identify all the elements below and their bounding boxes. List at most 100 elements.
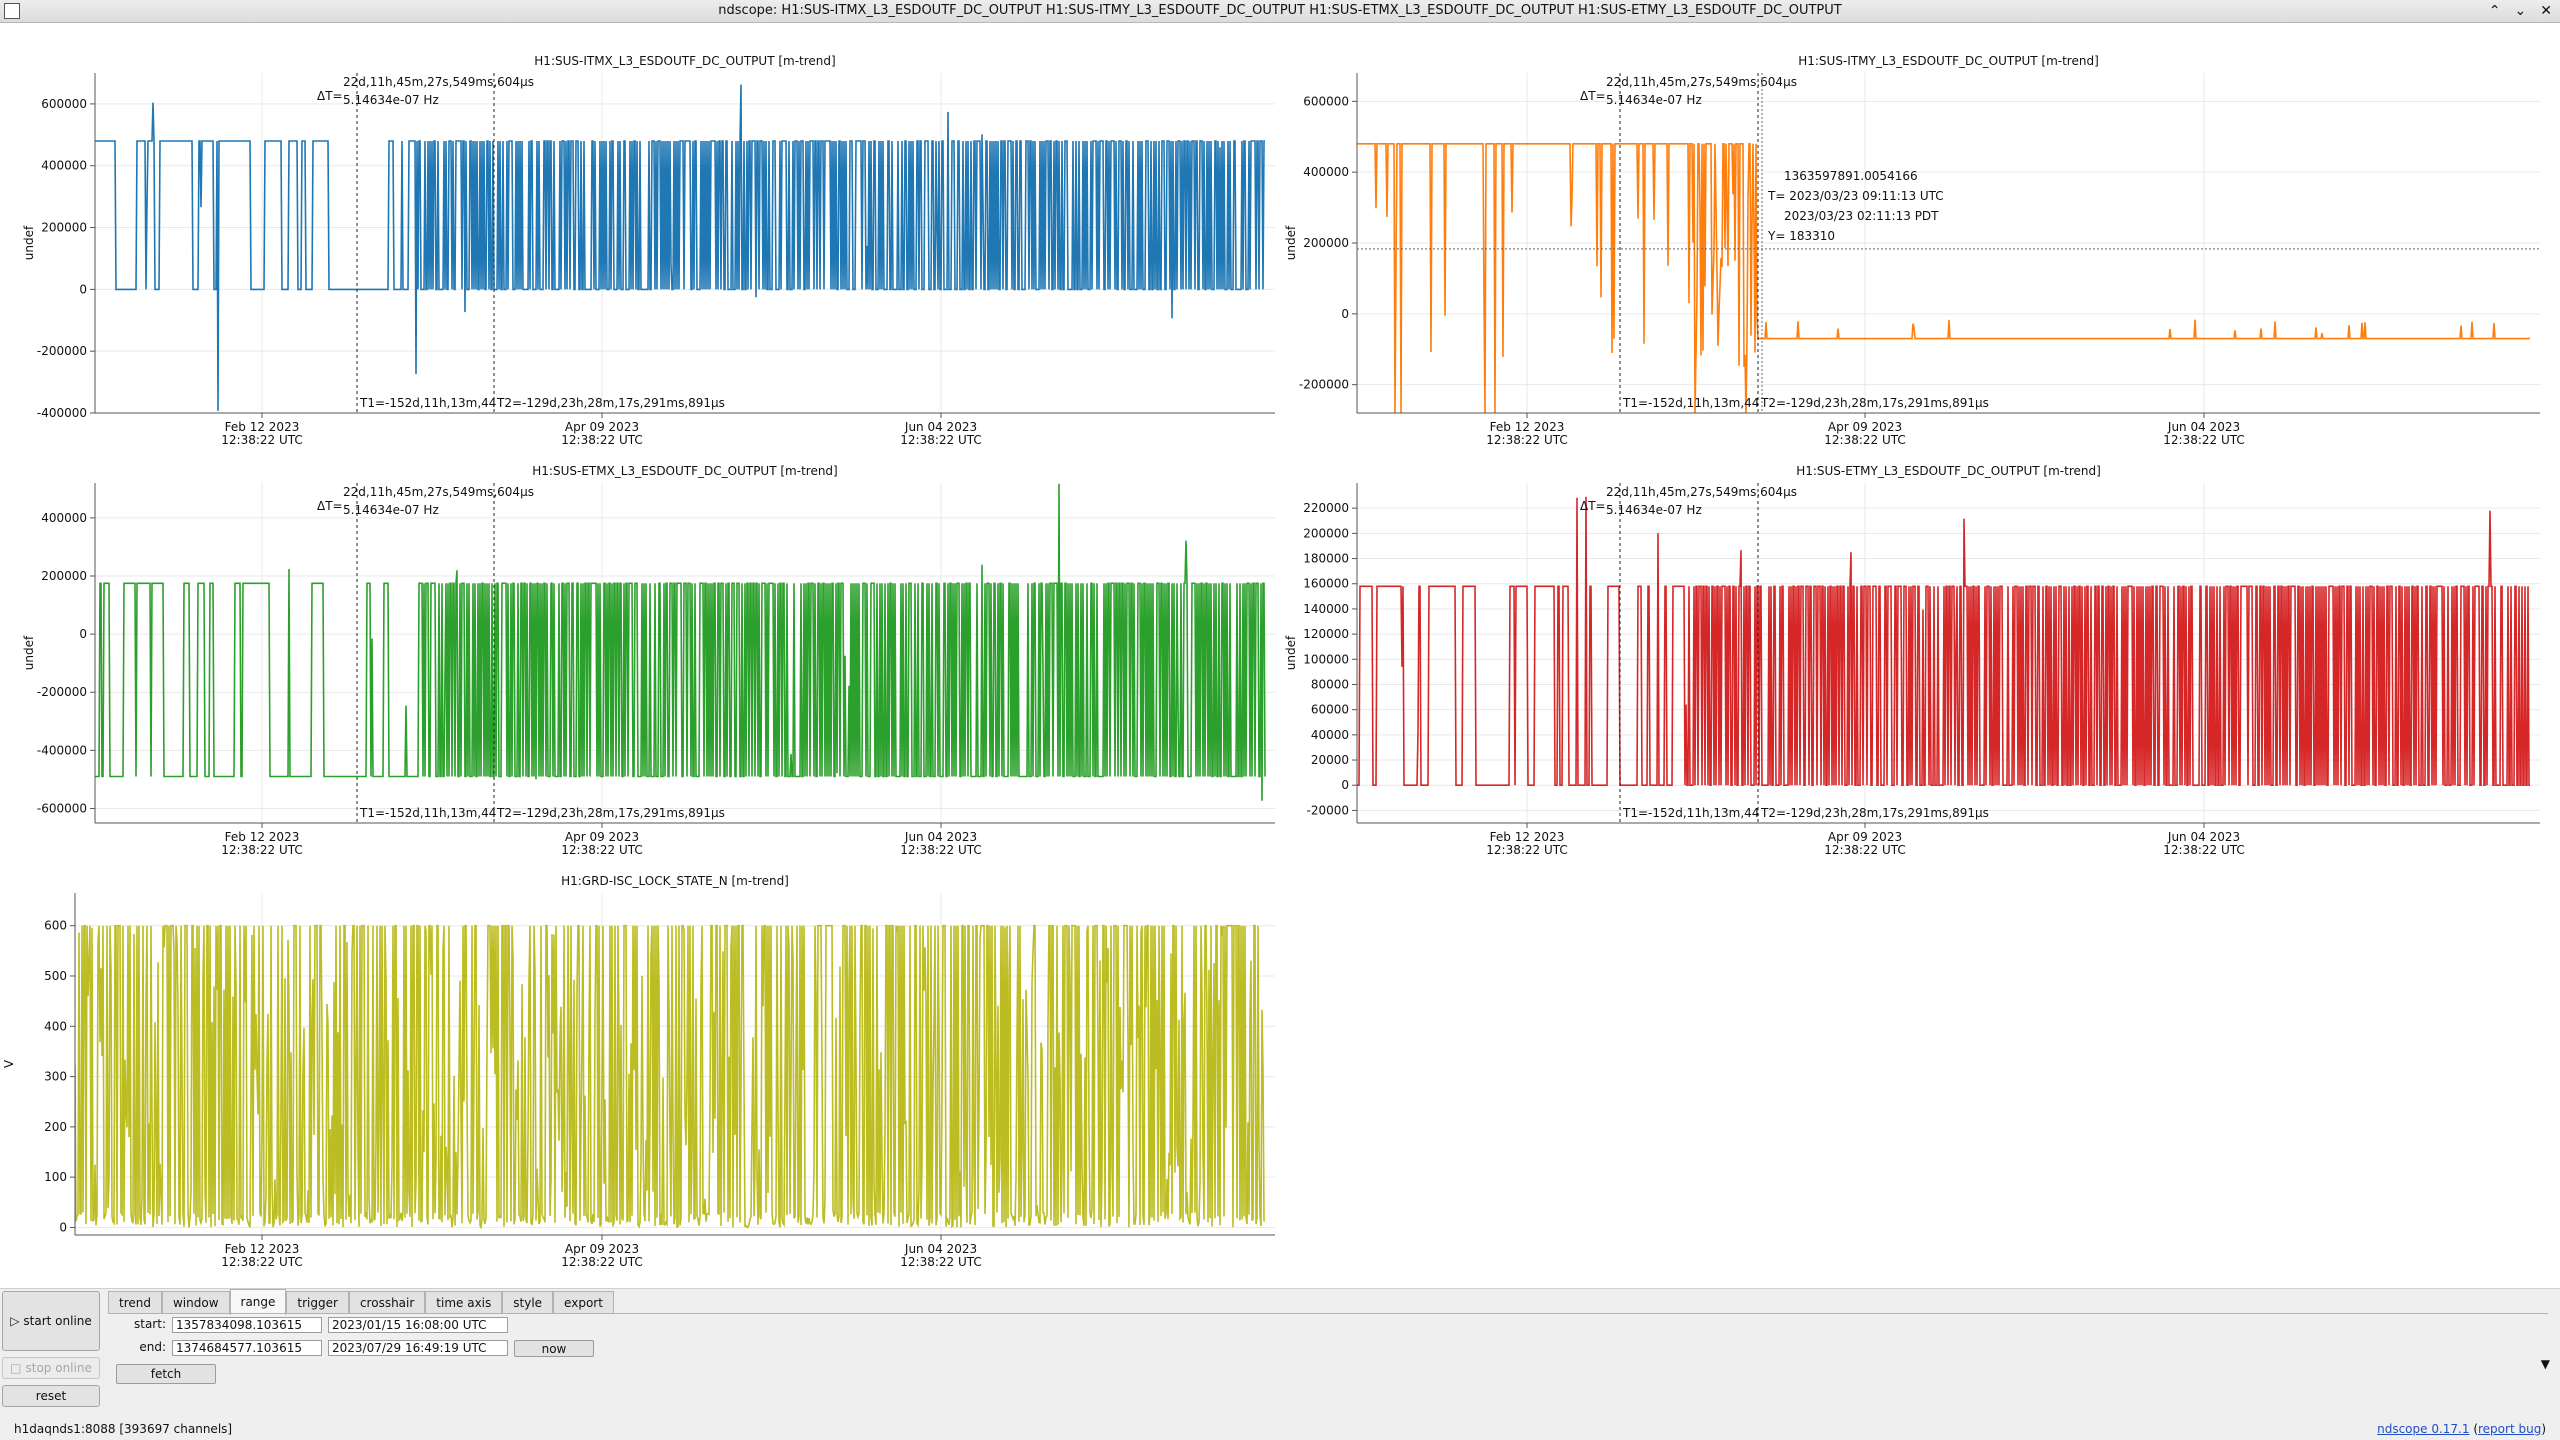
x-tick-date: Feb 12 2023: [225, 830, 300, 844]
tab-bar: trend window range trigger crosshair tim…: [108, 1289, 614, 1315]
plot-title: H1:SUS-ITMX_L3_ESDOUTF_DC_OUTPUT [m-tren…: [534, 54, 835, 68]
plot-title: H1:SUS-ETMX_L3_ESDOUTF_DC_OUTPUT [m-tren…: [532, 464, 837, 478]
maximize-icon[interactable]: ⌄: [2514, 3, 2527, 19]
tab-trigger[interactable]: trigger: [286, 1291, 349, 1314]
start-gps-input[interactable]: [172, 1317, 322, 1333]
plots-canvas: H1:SUS-ITMX_L3_ESDOUTF_DC_OUTPUT [m-tren…: [2, 54, 2540, 1269]
plot-title: H1:SUS-ETMY_L3_ESDOUTF_DC_OUTPUT [m-tren…: [1796, 464, 2101, 478]
x-tick-time: 12:38:22 UTC: [561, 1255, 643, 1269]
tab-crosshair[interactable]: crosshair: [348, 1291, 426, 1314]
y-tick-label: 60000: [1311, 703, 1349, 717]
tab-trend[interactable]: trend: [108, 1291, 162, 1314]
y-tick-label: 80000: [1311, 677, 1349, 691]
y-tick-label: 40000: [1311, 728, 1349, 742]
signal-trace: [1357, 496, 2530, 786]
plot-etmy: H1:SUS-ETMY_L3_ESDOUTF_DC_OUTPUT [m-tren…: [1284, 464, 2540, 857]
signal-trace: [75, 924, 1266, 1230]
y-tick-label: 200000: [1303, 526, 1349, 540]
y-tick-label: -200000: [1299, 378, 1349, 392]
y-tick-label: 400000: [41, 159, 87, 173]
x-tick-time: 12:38:22 UTC: [1486, 843, 1568, 857]
x-tick-date: Apr 09 2023: [565, 1242, 639, 1256]
tab-window[interactable]: window: [161, 1291, 230, 1314]
time-cursors: ΔT=22d,11h,45m,27s,549ms,604µs 5.14634e-0…: [1580, 73, 1989, 413]
x-tick-time: 12:38:22 UTC: [221, 433, 303, 447]
x-tick-time: 12:38:22 UTC: [1824, 433, 1906, 447]
time-cursors: ΔT=22d,11h,45m,27s,549ms,604µs 5.14634e-0…: [1580, 483, 1989, 823]
panel-scroll-down-icon[interactable]: ▼: [2540, 1357, 2550, 1371]
fetch-button[interactable]: fetch: [116, 1364, 216, 1384]
stop-online-button[interactable]: □ stop online: [2, 1357, 100, 1379]
cursor-t2-label: T2=-129d,23h,28m,17s,291ms,891µs: [496, 396, 725, 410]
delta-t-value: 22d,11h,45m,27s,549ms,604µs: [1606, 485, 1797, 499]
start-online-button[interactable]: ▷ start online: [2, 1291, 100, 1351]
x-tick-date: Feb 12 2023: [1490, 420, 1565, 434]
y-tick-label: 0: [79, 282, 87, 296]
version-link[interactable]: ndscope 0.17.1: [2377, 1422, 2470, 1436]
y-tick-label: -600000: [37, 801, 87, 815]
end-label: end:: [139, 1340, 166, 1354]
window-titlebar: ndscope: H1:SUS-ITMX_L3_ESDOUTF_DC_OUTPU…: [0, 0, 2560, 23]
x-tick-time: 12:38:22 UTC: [900, 843, 982, 857]
cursor-t1-label: T1=-152d,11h,13m,44: [1622, 806, 1759, 820]
x-tick-time: 12:38:22 UTC: [561, 843, 643, 857]
y-tick-label: 200000: [41, 221, 87, 235]
start-utc-input[interactable]: [328, 1317, 508, 1333]
x-tick-date: Feb 12 2023: [1490, 830, 1565, 844]
x-tick-time: 12:38:22 UTC: [900, 433, 982, 447]
x-tick-date: Jun 04 2023: [904, 420, 977, 434]
cursor-t2-label: T2=-129d,23h,28m,17s,291ms,891µs: [1760, 396, 1989, 410]
time-cursors: ΔT=22d,11h,45m,27s,549ms,604µs 5.14634e-0…: [317, 483, 725, 823]
y-tick-label: 140000: [1303, 602, 1349, 616]
y-tick-label: 100000: [1303, 652, 1349, 666]
plot-area: H1:SUS-ITMX_L3_ESDOUTF_DC_OUTPUT [m-tren…: [0, 23, 2560, 1288]
delta-t-label: ΔT=: [317, 89, 343, 103]
delta-t-label: ΔT=: [317, 499, 343, 513]
tab-export[interactable]: export: [553, 1291, 614, 1314]
x-tick-time: 12:38:22 UTC: [1486, 433, 1568, 447]
x-tick-time: 12:38:22 UTC: [2163, 843, 2245, 857]
y-tick-label: 0: [1341, 307, 1349, 321]
reset-button[interactable]: reset: [2, 1385, 100, 1407]
minimize-icon[interactable]: ⌃: [2488, 3, 2501, 19]
report-bug-link[interactable]: report bug: [2478, 1422, 2542, 1436]
tab-range[interactable]: range: [229, 1289, 287, 1315]
y-axis-label: undef: [1284, 635, 1298, 670]
delta-t-frequency: 5.14634e-07 Hz: [343, 93, 439, 107]
y-tick-label: 180000: [1303, 552, 1349, 566]
x-tick-date: Jun 04 2023: [904, 830, 977, 844]
y-tick-label: 600: [44, 919, 67, 933]
crosshair: 1363597891.0054166 T= 2023/03/23 09:11:13…: [1357, 73, 2540, 413]
crosshair-gps: 1363597891.0054166: [1784, 169, 1918, 183]
start-label: start:: [134, 1317, 166, 1331]
x-tick-time: 12:38:22 UTC: [900, 1255, 982, 1269]
now-button[interactable]: now: [514, 1340, 594, 1357]
cursor-t1-label: T1=-152d,11h,13m,44: [359, 806, 496, 820]
crosshair-pdt: 2023/03/23 02:11:13 PDT: [1784, 209, 1939, 223]
y-tick-label: 400000: [1303, 165, 1349, 179]
stop-icon: □: [10, 1361, 22, 1375]
close-icon[interactable]: ✕: [2540, 3, 2552, 19]
y-tick-label: -20000: [1306, 803, 1349, 817]
crosshair-utc: T= 2023/03/23 09:11:13 UTC: [1767, 189, 1944, 203]
x-tick-time: 12:38:22 UTC: [2163, 433, 2245, 447]
y-tick-label: 160000: [1303, 577, 1349, 591]
y-axis-label: undef: [22, 225, 36, 260]
y-tick-label: 300: [44, 1070, 67, 1084]
y-tick-label: 120000: [1303, 627, 1349, 641]
end-utc-input[interactable]: [328, 1340, 508, 1356]
tab-time-axis[interactable]: time axis: [425, 1291, 503, 1314]
y-tick-label: 500: [44, 969, 67, 983]
tab-style[interactable]: style: [502, 1291, 554, 1314]
x-tick-date: Feb 12 2023: [225, 1242, 300, 1256]
plot-isc: H1:GRD-ISC_LOCK_STATE_N [m-trend] V 600 500…: [2, 874, 1275, 1269]
end-gps-input[interactable]: [172, 1340, 322, 1356]
signal-trace: [95, 483, 1266, 801]
plot-title: H1:GRD-ISC_LOCK_STATE_N [m-trend]: [561, 874, 789, 888]
delta-t-label: ΔT=: [1580, 499, 1606, 513]
stop-online-label: stop online: [25, 1361, 92, 1375]
crosshair-y: Y= 183310: [1767, 229, 1835, 243]
